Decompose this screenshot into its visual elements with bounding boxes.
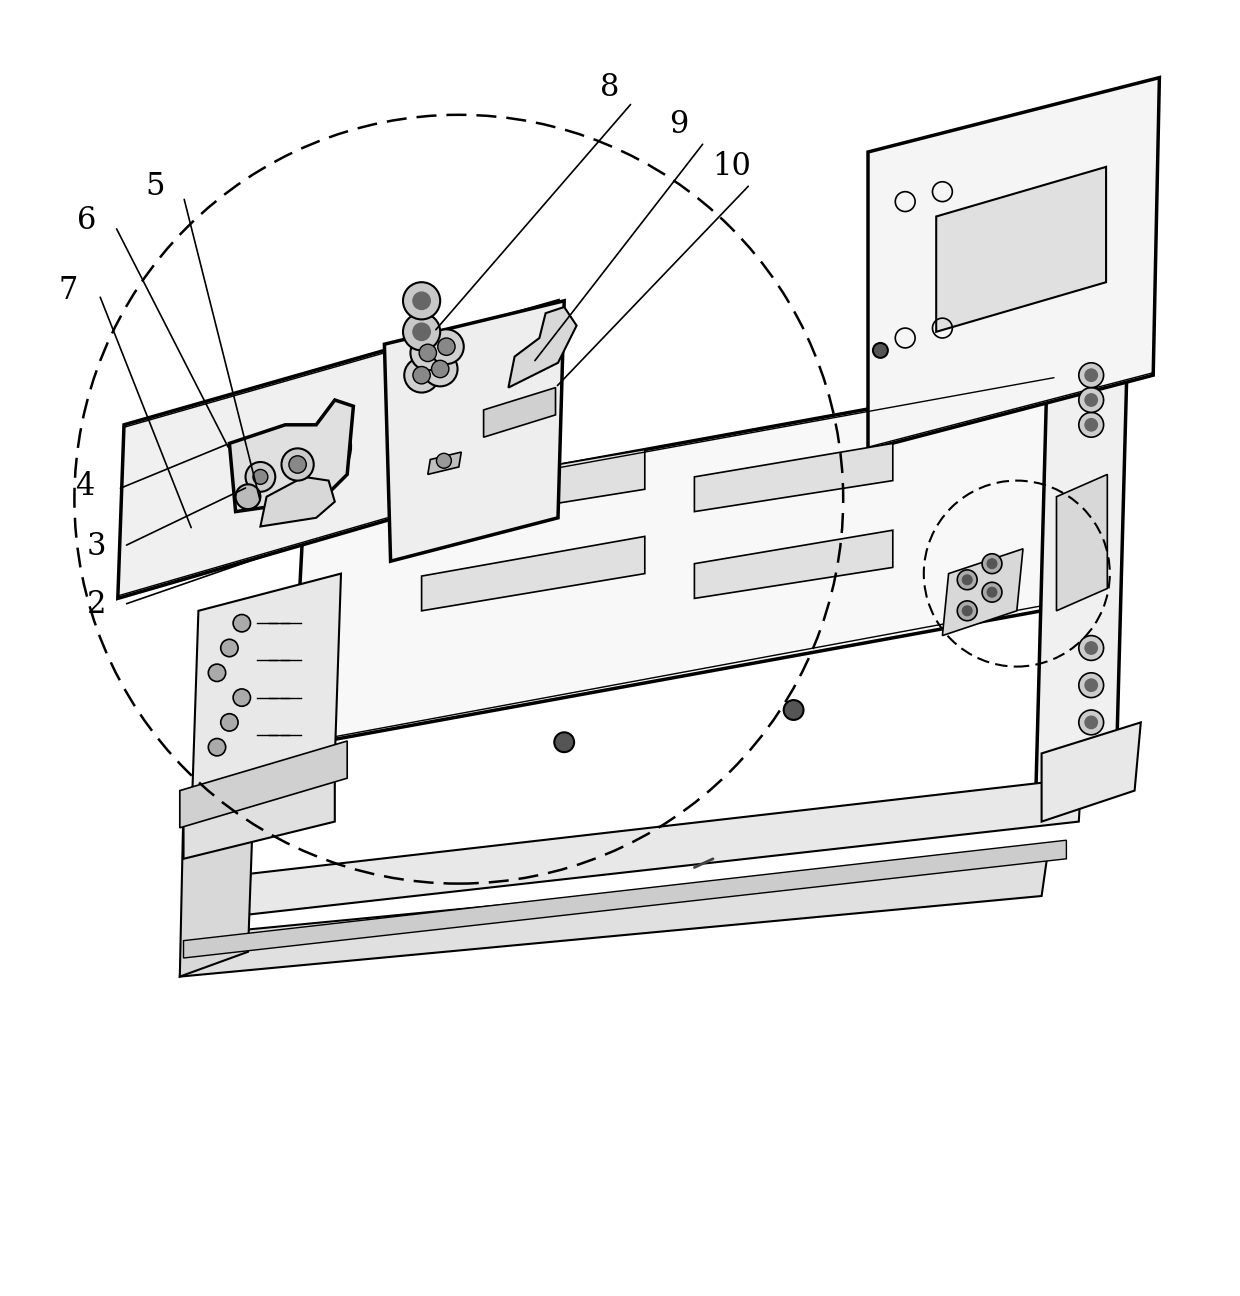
Polygon shape [180, 741, 347, 828]
Circle shape [962, 575, 972, 584]
Circle shape [403, 314, 440, 350]
Circle shape [433, 368, 448, 382]
Circle shape [221, 639, 238, 657]
Circle shape [554, 732, 574, 752]
Circle shape [962, 605, 972, 616]
Polygon shape [1048, 238, 1131, 345]
Polygon shape [942, 548, 1023, 635]
Circle shape [987, 587, 997, 597]
Circle shape [221, 714, 238, 731]
Polygon shape [694, 530, 893, 599]
Circle shape [982, 582, 1002, 603]
Polygon shape [428, 450, 645, 524]
Circle shape [784, 700, 804, 719]
Circle shape [1085, 642, 1097, 654]
Circle shape [246, 461, 275, 491]
Polygon shape [180, 853, 1048, 977]
Text: 7: 7 [58, 275, 78, 306]
Polygon shape [291, 376, 1054, 748]
Circle shape [289, 456, 306, 473]
Polygon shape [384, 301, 564, 561]
Polygon shape [1042, 722, 1141, 822]
Text: 10: 10 [712, 152, 751, 183]
Polygon shape [118, 301, 558, 599]
Circle shape [1079, 412, 1104, 437]
Circle shape [419, 345, 436, 362]
Circle shape [413, 367, 430, 384]
Polygon shape [508, 307, 577, 388]
Polygon shape [428, 452, 461, 474]
Circle shape [423, 351, 458, 386]
Circle shape [1079, 388, 1104, 412]
Text: 8: 8 [600, 73, 620, 102]
Polygon shape [936, 167, 1106, 332]
Circle shape [1085, 394, 1097, 406]
Circle shape [1079, 635, 1104, 661]
Circle shape [413, 323, 430, 341]
Circle shape [1079, 673, 1104, 697]
Circle shape [404, 358, 439, 393]
Circle shape [987, 559, 997, 569]
Circle shape [208, 664, 226, 682]
Circle shape [1085, 717, 1097, 728]
Circle shape [438, 338, 455, 355]
Circle shape [429, 329, 464, 364]
Circle shape [1085, 679, 1097, 691]
Circle shape [1085, 369, 1097, 381]
Circle shape [281, 448, 314, 481]
Circle shape [413, 292, 430, 310]
Polygon shape [184, 772, 335, 859]
Circle shape [403, 283, 440, 319]
Circle shape [253, 469, 268, 485]
Text: 5: 5 [145, 171, 165, 202]
Polygon shape [248, 778, 1081, 915]
Circle shape [873, 343, 888, 358]
Circle shape [1079, 710, 1104, 735]
Polygon shape [868, 78, 1159, 450]
Text: 9: 9 [668, 109, 688, 140]
Polygon shape [1035, 314, 1128, 809]
Ellipse shape [319, 428, 351, 477]
Ellipse shape [427, 424, 441, 446]
Polygon shape [1056, 474, 1107, 610]
Polygon shape [180, 778, 254, 977]
Circle shape [233, 614, 250, 632]
Circle shape [410, 336, 445, 371]
Circle shape [1079, 363, 1104, 388]
Circle shape [957, 601, 977, 621]
Polygon shape [184, 840, 1066, 958]
Circle shape [1085, 419, 1097, 432]
Circle shape [982, 553, 1002, 574]
Circle shape [432, 360, 449, 377]
Polygon shape [192, 574, 341, 797]
Polygon shape [229, 400, 353, 512]
Text: 6: 6 [77, 205, 97, 236]
Polygon shape [422, 537, 645, 610]
Text: 2: 2 [87, 590, 107, 619]
Circle shape [957, 570, 977, 590]
Text: 3: 3 [87, 531, 107, 562]
Circle shape [208, 739, 226, 756]
Circle shape [436, 454, 451, 468]
Text: 4: 4 [74, 472, 94, 503]
Circle shape [236, 485, 260, 509]
Circle shape [233, 689, 250, 706]
Polygon shape [694, 443, 893, 512]
Polygon shape [260, 477, 335, 526]
Polygon shape [484, 388, 556, 437]
